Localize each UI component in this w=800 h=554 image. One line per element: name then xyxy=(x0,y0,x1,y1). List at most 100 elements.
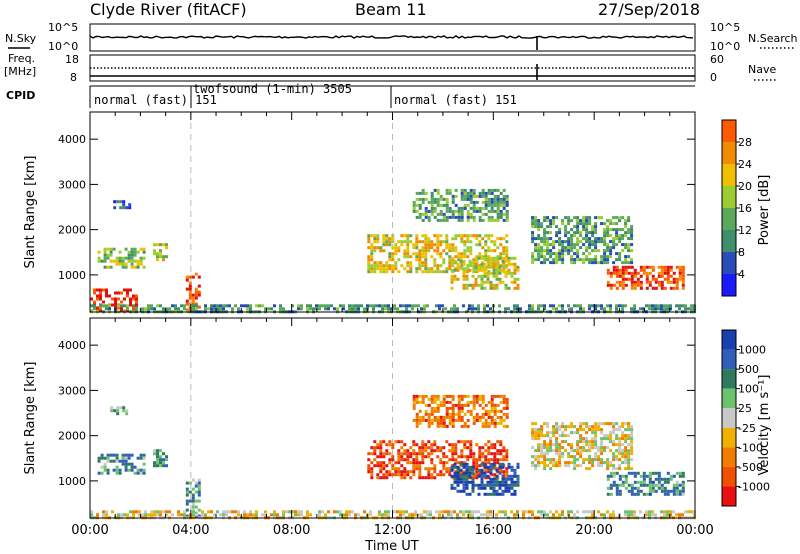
echo-cell xyxy=(300,307,303,311)
echo-cell xyxy=(561,255,565,259)
echo-cell xyxy=(624,222,628,226)
echo-cell xyxy=(309,513,312,517)
echo-cell xyxy=(156,258,159,262)
echo-cell xyxy=(216,307,219,311)
echo-cell xyxy=(188,287,192,291)
echo-cell xyxy=(118,259,122,263)
echo-cell xyxy=(118,256,122,260)
echo-cell xyxy=(330,304,333,308)
echo-cell xyxy=(450,286,454,290)
echo-cell xyxy=(457,412,461,416)
echo-cell xyxy=(412,403,416,407)
echo-cell xyxy=(495,468,499,472)
echo-cell xyxy=(543,216,547,220)
echo-cell xyxy=(463,394,467,398)
echo-cell xyxy=(285,510,288,514)
echo-cell xyxy=(130,468,134,472)
echo-cell xyxy=(121,256,125,260)
echo-cell xyxy=(427,421,431,425)
echo-cell xyxy=(576,225,580,229)
echo-cell xyxy=(609,234,613,238)
echo-cell xyxy=(457,440,461,444)
echo-cell xyxy=(162,243,165,247)
echo-cell xyxy=(339,513,342,517)
echo-cell xyxy=(567,443,571,447)
echo-cell xyxy=(487,449,491,453)
echo-cell xyxy=(450,474,454,478)
echo-cell xyxy=(382,264,386,268)
echo-cell xyxy=(484,421,488,425)
echo-cell xyxy=(466,255,470,259)
echo-cell xyxy=(439,424,443,428)
echo-cell xyxy=(472,203,476,207)
echo-cell xyxy=(448,255,452,259)
echo-cell xyxy=(690,304,693,308)
echo-cell xyxy=(121,262,125,266)
echo-cell xyxy=(606,477,610,481)
echo-cell xyxy=(142,247,146,251)
echo-cell xyxy=(478,458,482,462)
echo-cell xyxy=(406,455,410,459)
echo-cell xyxy=(495,489,499,493)
echo-cell xyxy=(490,400,494,404)
echo-cell xyxy=(159,461,162,465)
echo-cell xyxy=(639,283,643,287)
echo-cell xyxy=(185,502,189,506)
echo-cell xyxy=(420,513,423,517)
echo-cell xyxy=(531,258,535,262)
echo-cell xyxy=(496,203,500,207)
echo-cell xyxy=(630,274,634,278)
echo-cell xyxy=(475,412,479,416)
echo-cell xyxy=(477,268,481,272)
echo-region xyxy=(412,188,509,222)
echo-cell xyxy=(415,458,419,462)
echo-cell xyxy=(188,481,192,485)
colorbar-swatch xyxy=(722,186,736,208)
echo-cell xyxy=(564,225,568,229)
echo-cell xyxy=(594,443,598,447)
echo-cell xyxy=(427,470,431,474)
echo-cell xyxy=(406,249,410,253)
colorbar-tick-label: 4 xyxy=(738,268,745,281)
echo-cell xyxy=(433,467,437,471)
echo-cell xyxy=(496,237,500,241)
echo-cell xyxy=(555,449,559,453)
echo-cell xyxy=(439,421,443,425)
echo-cell xyxy=(505,470,509,474)
echo-cell xyxy=(112,453,116,457)
echo-cell xyxy=(505,452,509,456)
echo-cell xyxy=(627,277,631,281)
echo-cell xyxy=(633,510,636,514)
echo-cell xyxy=(475,464,479,468)
echo-cell xyxy=(93,300,96,304)
echo-cell xyxy=(594,437,598,441)
echo-cell xyxy=(342,304,345,308)
echo-cell xyxy=(112,259,116,263)
echo-cell xyxy=(462,513,465,517)
colorbar-swatch xyxy=(722,208,736,230)
echo-cell xyxy=(675,480,679,484)
echo-cell xyxy=(150,510,153,514)
echo-cell xyxy=(675,483,679,487)
echo-cell xyxy=(501,256,505,260)
echo-cell xyxy=(153,464,156,468)
echo-cell xyxy=(490,446,494,450)
echo-cell xyxy=(430,476,434,480)
echo-cell xyxy=(197,290,201,294)
echo-cell xyxy=(469,197,473,201)
echo-cell xyxy=(672,489,676,493)
echo-cell xyxy=(579,434,583,438)
echo-cell xyxy=(495,268,499,272)
echo-cell xyxy=(585,228,589,232)
echo-cell xyxy=(370,243,374,247)
echo-cell xyxy=(627,237,631,241)
echo-cell xyxy=(379,267,383,271)
echo-cell xyxy=(406,473,410,477)
echo-cell xyxy=(222,304,225,308)
echo-cell xyxy=(457,409,461,413)
echo-cell xyxy=(379,246,383,250)
echo-cell xyxy=(498,271,502,275)
echo-cell xyxy=(502,418,506,422)
echo-cell xyxy=(681,268,685,272)
echo-cell xyxy=(367,261,371,265)
